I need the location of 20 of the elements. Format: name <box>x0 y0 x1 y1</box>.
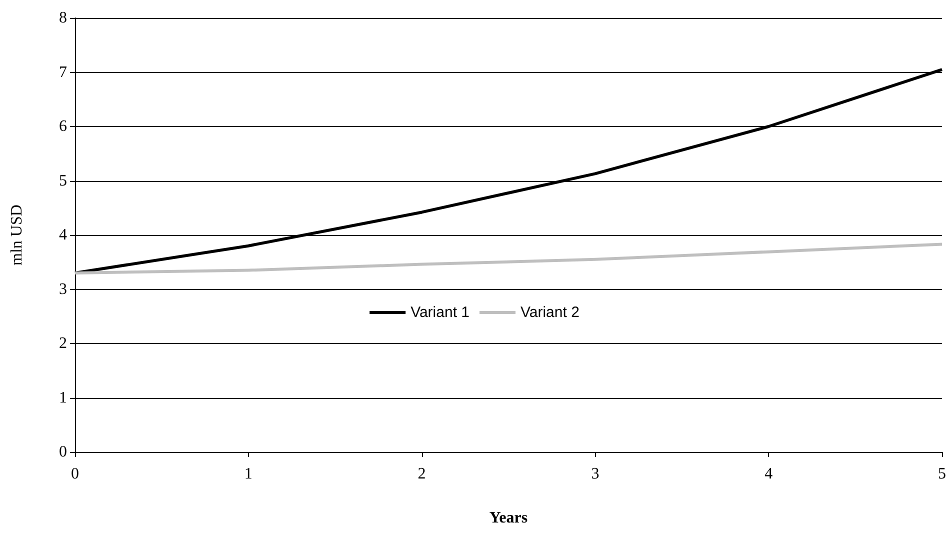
x-axis-title: Years <box>489 510 528 526</box>
y-tick-label: 8 <box>59 10 67 26</box>
legend-label: Variant 2 <box>520 304 580 321</box>
y-tick-label: 6 <box>59 118 67 135</box>
y-tick-label: 5 <box>59 172 67 190</box>
y-tick-label: 2 <box>59 335 67 352</box>
y-tick-label: 0 <box>59 444 67 460</box>
x-tick-label: 1 <box>244 466 252 482</box>
x-tick-label: 0 <box>71 466 79 482</box>
legend-label: Variant 1 <box>410 304 470 321</box>
x-tick-label: 3 <box>591 466 600 482</box>
y-tick-label: 1 <box>59 389 67 406</box>
x-tick-label: 5 <box>938 466 946 482</box>
y-tick-label: 4 <box>59 226 67 244</box>
x-tick-label: 4 <box>764 466 773 482</box>
x-tick-label: 2 <box>418 466 426 482</box>
y-tick-label: 7 <box>59 64 67 81</box>
line-series <box>74 242 944 274</box>
y-tick-label: 3 <box>59 280 67 298</box>
y-axis-title: mln USD <box>8 204 26 266</box>
